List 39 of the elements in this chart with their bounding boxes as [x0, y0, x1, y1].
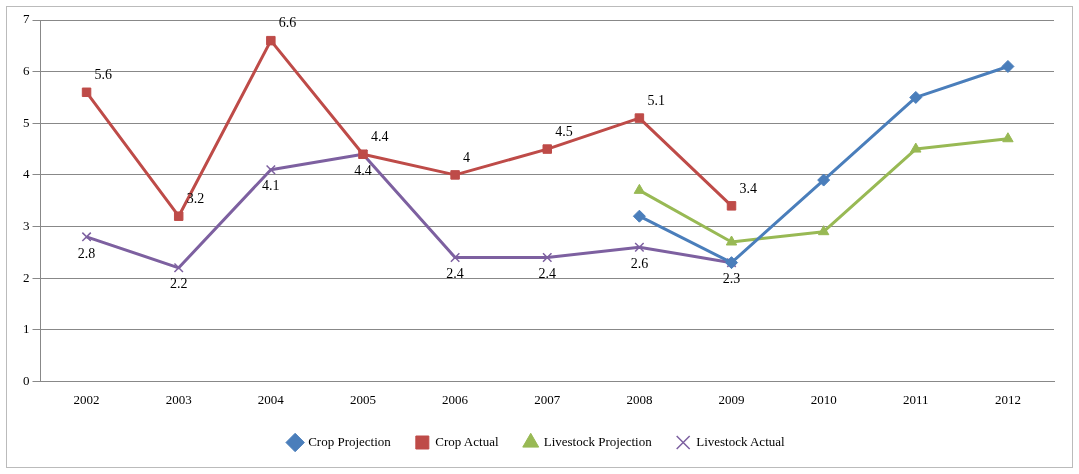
x-tick-label: 2005: [349, 391, 376, 407]
data-label: 2.4: [538, 266, 556, 282]
x-tick-label: 2006: [442, 391, 469, 407]
y-tick-label: 7: [23, 11, 30, 27]
y-tick-label: 3: [23, 217, 30, 233]
y-tick-label: 6: [23, 63, 30, 79]
data-label: 2.4: [446, 266, 464, 282]
data-label: 4.1: [262, 178, 280, 194]
data-label: 2.8: [77, 245, 96, 261]
data-label: 2.3: [722, 271, 741, 287]
y-tick-label: 0: [23, 372, 30, 388]
y-tick-label: 1: [23, 321, 30, 337]
x-tick-label: 2009: [718, 391, 745, 407]
x-tick-label: 2012: [994, 391, 1021, 407]
data-label: 4.4: [370, 128, 389, 144]
y-tick-label: 5: [23, 114, 30, 130]
data-label: 2.2: [169, 276, 188, 292]
legend-label: Livestock Projection: [543, 433, 653, 449]
data-label: 5.1: [647, 92, 665, 108]
data-label: 4.5: [555, 123, 573, 139]
x-tick-label: 2004: [257, 391, 285, 407]
x-tick-label: 2011: [903, 391, 929, 407]
x-tick-label: 2002: [73, 391, 100, 407]
data-label: 4: [463, 149, 471, 165]
data-label: 2.6: [630, 255, 649, 271]
y-tick-label: 2: [23, 269, 30, 285]
legend-label: Crop Actual: [435, 433, 499, 449]
x-tick-label: 2007: [534, 391, 561, 407]
legend-label: Crop Projection: [308, 433, 392, 449]
x-tick-label: 2008: [626, 391, 653, 407]
x-tick-label: 2003: [165, 391, 192, 407]
x-tick-label: 2010: [810, 391, 837, 407]
legend-label: Livestock Actual: [696, 433, 786, 449]
data-label: 3.4: [739, 180, 758, 196]
data-label: 3.2: [186, 190, 205, 206]
y-tick-label: 4: [23, 166, 30, 182]
data-label: 5.6: [94, 66, 113, 82]
data-label: 6.6: [278, 15, 297, 31]
data-label: 4.4: [354, 162, 372, 178]
